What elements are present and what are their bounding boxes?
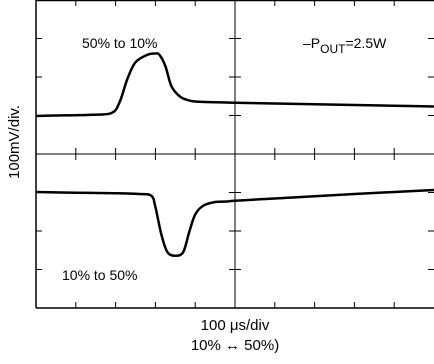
caption: 10% ↔ 50%) bbox=[190, 337, 280, 354]
scope-grid bbox=[35, 0, 434, 309]
trace-line-1 bbox=[35, 52, 434, 118]
y-axis-label: 100mV/div. bbox=[6, 105, 23, 179]
x-axis-label: 100 μs/div bbox=[200, 317, 270, 334]
power-annotation: –POUT=2.5W bbox=[303, 35, 387, 56]
trace-label-50-to-10: 50% to 10% bbox=[82, 35, 158, 51]
trace-line-2 bbox=[35, 188, 434, 258]
trace-label-10-to-50: 10% to 50% bbox=[62, 267, 138, 283]
scope-traces bbox=[35, 52, 434, 258]
